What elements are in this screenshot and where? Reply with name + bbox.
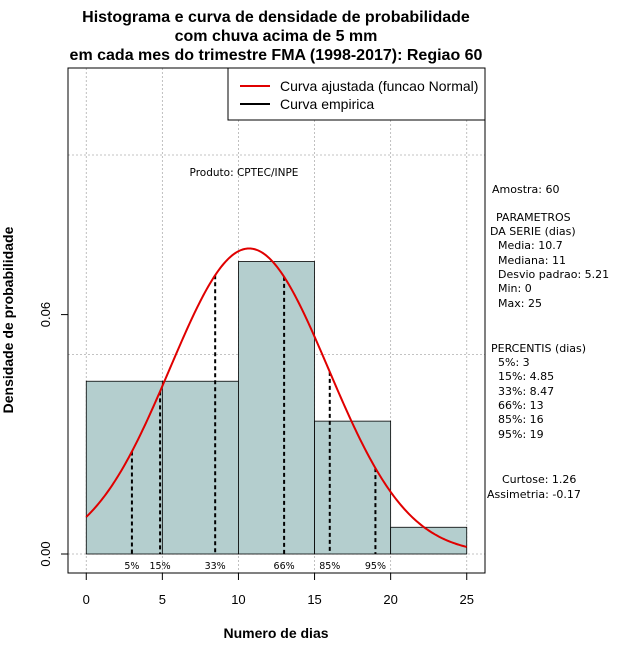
y-tick-label: 0.00 (38, 541, 53, 566)
stat-media: Media: 10.7 (498, 239, 563, 252)
normal-fit-curve (85, 247, 467, 548)
legend-label-normal: Curva ajustada (funcao Normal) (280, 78, 478, 94)
histogram-bars (85, 261, 468, 555)
histogram-bar-2 (161, 380, 239, 555)
stat-curtose: Curtose: 1.26 (502, 473, 576, 486)
density-curve-layer (85, 247, 467, 548)
percentile-label-33: 33% (205, 561, 226, 572)
legend-box (227, 67, 486, 121)
x-tick-label: 10 (231, 592, 245, 607)
percentile-label-15: 15% (150, 561, 171, 572)
x-tick-label: 20 (383, 592, 397, 607)
percentile-label-85: 85% (319, 561, 340, 572)
percentil-5: 5%: 3 (498, 356, 530, 369)
percentile-label-95: 95% (365, 561, 386, 572)
histogram-bar-4 (314, 420, 392, 555)
histogram-bar-5 (390, 526, 468, 555)
y-tick-label: 0.06 (38, 302, 53, 327)
axes: 0 5 10 15 20 25 0.00 0.06 (38, 302, 474, 607)
params-header-2: DA SERIE (dias) (490, 225, 576, 238)
legend-label-empirical: Curva empirica (280, 96, 374, 112)
stat-desvio: Desvio padrao: 5.21 (498, 268, 609, 281)
x-tick-label: 25 (460, 592, 474, 607)
percentile-label-66: 66% (274, 561, 295, 572)
stat-min: Min: 0 (498, 282, 532, 295)
chart-title-line-2: com chuva acima de 5 mm (175, 28, 378, 45)
percentile-lines: 5% 15% 33% 66% 85% 95% (124, 275, 386, 572)
stats-panel: Amostra: 60 PARAMETROS DA SERIE (dias) M… (487, 183, 609, 501)
x-tick-label: 15 (307, 592, 321, 607)
histogram-bar-1 (85, 380, 163, 555)
stat-amostra: Amostra: 60 (492, 183, 559, 196)
percentil-95: 95%: 19 (498, 428, 544, 441)
percentil-33: 33%: 8.47 (498, 385, 554, 398)
stat-mediana: Mediana: 11 (498, 254, 566, 267)
percentis-header: PERCENTIS (dias) (491, 342, 586, 355)
percentile-label-5: 5% (124, 561, 139, 572)
stat-assimetria: Assimetria: -0.17 (487, 488, 581, 501)
stat-max: Max: 25 (498, 297, 542, 310)
legend: Curva ajustada (funcao Normal) Curva emp… (227, 67, 486, 121)
x-tick-label: 0 (83, 592, 90, 607)
chart-title-line-3: em cada mes do trimestre FMA (1998-2017)… (70, 47, 483, 64)
chart-title-line-1: Histograma e curva de densidade de proba… (82, 9, 470, 26)
x-axis-label: Numero de dias (223, 625, 328, 641)
x-tick-label: 5 (159, 592, 166, 607)
histogram-bar-3 (238, 261, 315, 555)
params-header-1: PARAMETROS (496, 211, 571, 224)
product-annotation: Produto: CPTEC/INPE (190, 167, 299, 179)
percentil-85: 85%: 16 (498, 413, 544, 426)
y-axis-label: Densidade de probabilidade (0, 226, 16, 413)
percentil-15: 15%: 4.85 (498, 370, 554, 383)
percentil-66: 66%: 13 (498, 399, 544, 412)
